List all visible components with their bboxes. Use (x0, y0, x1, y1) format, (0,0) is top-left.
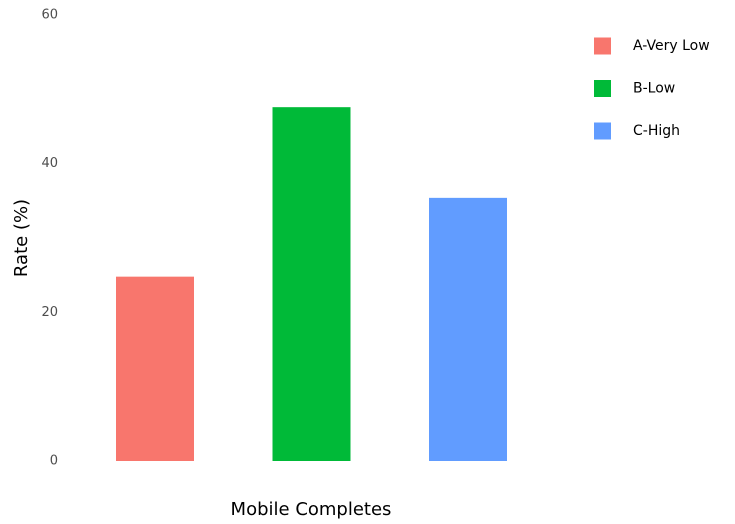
x-axis-title: Mobile Completes (231, 499, 392, 520)
legend-swatch (594, 122, 611, 140)
y-tick-label: 0 (50, 454, 58, 469)
y-tick-label: 60 (41, 8, 58, 23)
legend-label: B-Low (633, 81, 675, 97)
y-tick-label: 20 (41, 305, 58, 320)
legend-swatch (594, 37, 611, 55)
bar (429, 197, 507, 462)
bar (116, 276, 194, 461)
bar (272, 107, 351, 461)
legend-label: C-High (633, 123, 680, 139)
y-tick-label: 40 (41, 156, 58, 171)
legend-label: A-Very Low (633, 38, 710, 54)
y-axis-title: Rate (%) (11, 199, 32, 277)
legend-swatch (594, 80, 611, 97)
